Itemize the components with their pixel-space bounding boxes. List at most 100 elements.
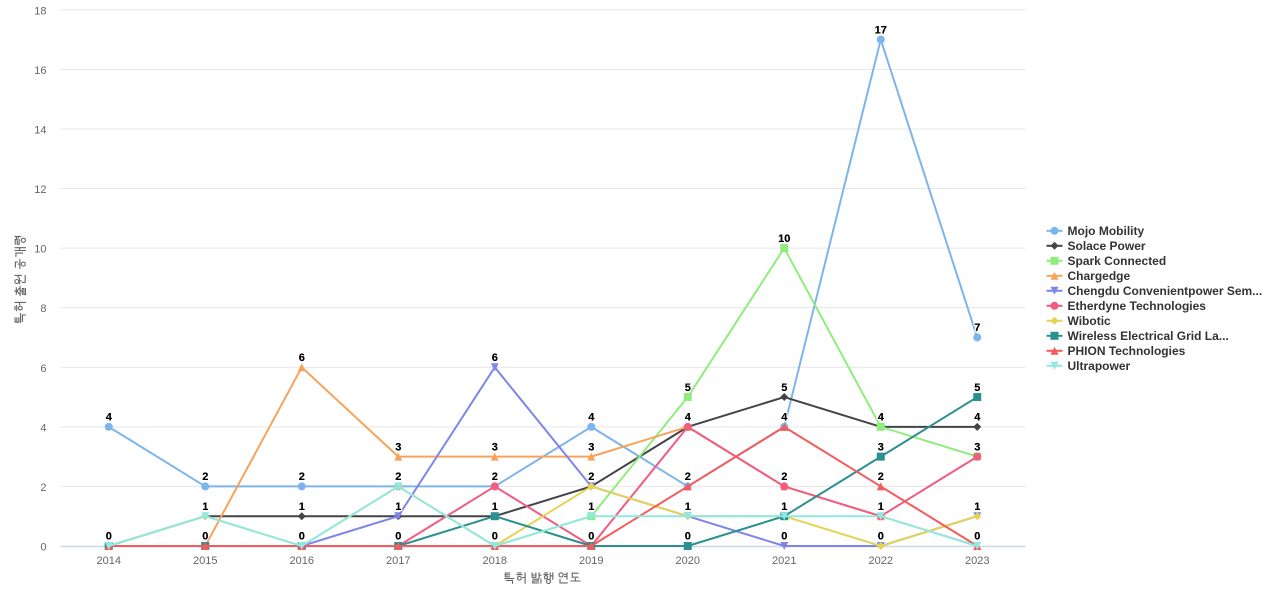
svg-text:3: 3 <box>974 441 980 453</box>
svg-text:2: 2 <box>299 471 305 483</box>
svg-text:2: 2 <box>781 471 787 483</box>
svg-text:0: 0 <box>685 531 691 543</box>
svg-text:5: 5 <box>685 382 691 394</box>
svg-text:4: 4 <box>974 412 981 424</box>
svg-text:2: 2 <box>395 471 401 483</box>
svg-text:1: 1 <box>878 501 884 513</box>
svg-text:2: 2 <box>202 471 208 483</box>
svg-text:4: 4 <box>878 412 885 424</box>
svg-text:2: 2 <box>588 471 594 483</box>
svg-text:2: 2 <box>492 471 498 483</box>
svg-text:0: 0 <box>106 531 112 543</box>
svg-text:7: 7 <box>974 322 980 334</box>
svg-text:4: 4 <box>878 412 885 424</box>
svg-text:1: 1 <box>685 501 691 513</box>
svg-text:0: 0 <box>974 531 980 543</box>
svg-text:2: 2 <box>685 471 691 483</box>
svg-text:Etherdyne Technologies: Etherdyne Technologies <box>1068 299 1207 313</box>
svg-text:1: 1 <box>974 501 980 513</box>
svg-text:PHION Technologies: PHION Technologies <box>1068 344 1186 358</box>
svg-text:2: 2 <box>781 471 787 483</box>
svg-text:2021: 2021 <box>772 555 796 567</box>
svg-text:0: 0 <box>299 531 305 543</box>
svg-text:16: 16 <box>34 65 46 77</box>
svg-text:0: 0 <box>492 531 498 543</box>
svg-text:4: 4 <box>588 412 595 424</box>
svg-text:2023: 2023 <box>965 555 989 567</box>
svg-text:Mojo Mobility: Mojo Mobility <box>1068 224 1145 238</box>
svg-text:2018: 2018 <box>483 555 507 567</box>
svg-text:3: 3 <box>974 441 980 453</box>
svg-text:6: 6 <box>492 352 498 364</box>
svg-text:0: 0 <box>202 531 208 543</box>
svg-text:1: 1 <box>492 501 498 513</box>
svg-text:1: 1 <box>588 501 594 513</box>
svg-text:6: 6 <box>492 352 498 364</box>
svg-text:2017: 2017 <box>386 555 410 567</box>
svg-text:Solace Power: Solace Power <box>1068 239 1146 253</box>
svg-text:17: 17 <box>875 24 887 36</box>
svg-text:1: 1 <box>395 501 401 513</box>
svg-text:Wibotic: Wibotic <box>1068 314 1112 328</box>
svg-text:2019: 2019 <box>579 555 603 567</box>
svg-text:2: 2 <box>685 471 691 483</box>
svg-text:3: 3 <box>588 441 594 453</box>
svg-text:2014: 2014 <box>97 555 121 567</box>
svg-text:4: 4 <box>588 412 595 424</box>
svg-text:2: 2 <box>40 482 46 494</box>
svg-text:4: 4 <box>106 412 113 424</box>
svg-text:10: 10 <box>778 233 790 245</box>
svg-text:17: 17 <box>875 24 887 36</box>
svg-text:3: 3 <box>492 441 498 453</box>
svg-text:18: 18 <box>34 5 46 17</box>
svg-text:2022: 2022 <box>869 555 893 567</box>
svg-text:3: 3 <box>492 441 498 453</box>
svg-text:3: 3 <box>878 441 884 453</box>
svg-text:5: 5 <box>781 382 787 394</box>
svg-text:1: 1 <box>202 501 208 513</box>
svg-text:0: 0 <box>878 531 884 543</box>
svg-text:3: 3 <box>878 441 884 453</box>
svg-text:2: 2 <box>202 471 208 483</box>
svg-text:2: 2 <box>492 471 498 483</box>
svg-text:0: 0 <box>974 531 980 543</box>
svg-text:3: 3 <box>395 441 401 453</box>
svg-text:Chargedge: Chargedge <box>1068 269 1131 283</box>
svg-text:0: 0 <box>588 531 594 543</box>
svg-text:1: 1 <box>299 501 305 513</box>
svg-text:5: 5 <box>974 382 980 394</box>
svg-text:0: 0 <box>492 531 498 543</box>
svg-text:1: 1 <box>685 501 691 513</box>
svg-text:1: 1 <box>974 501 980 513</box>
svg-text:1: 1 <box>299 501 305 513</box>
svg-text:1: 1 <box>781 501 787 513</box>
svg-text:Spark Connected: Spark Connected <box>1068 254 1167 268</box>
svg-text:10: 10 <box>34 244 46 256</box>
svg-text:6: 6 <box>299 352 305 364</box>
svg-text:1: 1 <box>492 501 498 513</box>
svg-text:2: 2 <box>299 471 305 483</box>
svg-text:4: 4 <box>685 412 692 424</box>
svg-text:4: 4 <box>974 412 981 424</box>
svg-text:0: 0 <box>202 531 208 543</box>
svg-text:0: 0 <box>685 531 691 543</box>
svg-text:10: 10 <box>778 233 790 245</box>
svg-text:7: 7 <box>974 322 980 334</box>
svg-text:1: 1 <box>395 501 401 513</box>
svg-text:0: 0 <box>781 531 787 543</box>
svg-text:2: 2 <box>878 471 884 483</box>
svg-text:0: 0 <box>878 531 884 543</box>
svg-text:1: 1 <box>781 501 787 513</box>
svg-text:2: 2 <box>588 471 594 483</box>
svg-text:0: 0 <box>395 531 401 543</box>
svg-text:4: 4 <box>685 412 692 424</box>
svg-text:0: 0 <box>106 531 112 543</box>
svg-text:4: 4 <box>781 412 788 424</box>
svg-text:Chengdu Convenientpower Sem...: Chengdu Convenientpower Sem... <box>1068 284 1263 298</box>
svg-text:2: 2 <box>395 471 401 483</box>
svg-text:4: 4 <box>40 422 46 434</box>
svg-text:0: 0 <box>781 531 787 543</box>
svg-text:8: 8 <box>40 303 46 315</box>
svg-text:6: 6 <box>40 363 46 375</box>
svg-text:6: 6 <box>299 352 305 364</box>
